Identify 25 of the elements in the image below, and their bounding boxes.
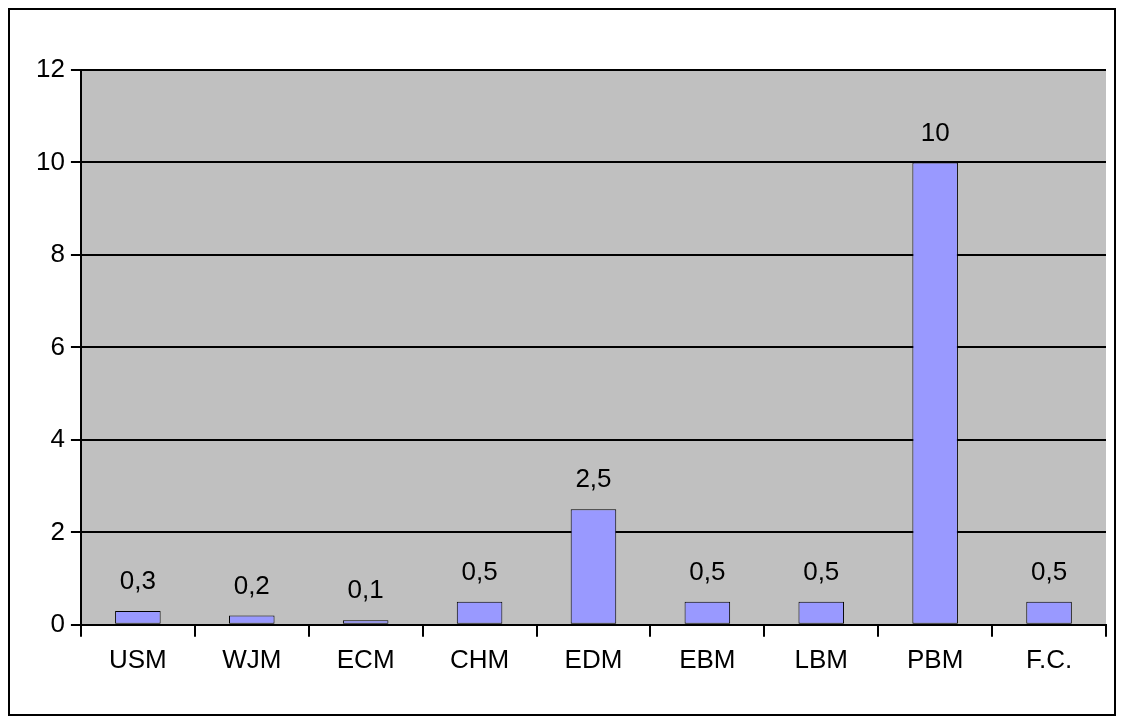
x-tick-label: EDM: [564, 643, 623, 674]
data-label: 0,2: [233, 569, 270, 600]
y-tick-label: 6: [50, 330, 65, 361]
data-label: 2,5: [575, 463, 612, 494]
data-label: 10: [920, 116, 950, 147]
x-tick-label: EBM: [679, 643, 736, 674]
y-tick-label: 12: [36, 53, 65, 84]
y-tick-label: 4: [50, 423, 65, 454]
data-label: 0,5: [1030, 555, 1068, 586]
x-tick-label: USM: [108, 643, 167, 674]
x-tick-label: LBM: [794, 643, 848, 674]
x-tick-label: F.C.: [1025, 643, 1073, 674]
x-tick-label: ECM: [336, 643, 395, 674]
data-label: 0,1: [347, 574, 384, 605]
data-label: 0,5: [461, 555, 498, 586]
data-label: 0,5: [689, 555, 726, 586]
y-tick-label: 10: [36, 145, 65, 176]
data-label: 0,5: [803, 555, 840, 586]
data-label: 0,3: [119, 565, 156, 596]
y-tick-label: 8: [50, 238, 65, 269]
x-tick-label: CHM: [449, 643, 510, 674]
x-tick-label: PBM: [906, 643, 964, 674]
x-tick-label: WJM: [222, 643, 282, 674]
y-tick-label: 2: [50, 515, 65, 546]
y-tick-label: 0: [50, 607, 65, 638]
